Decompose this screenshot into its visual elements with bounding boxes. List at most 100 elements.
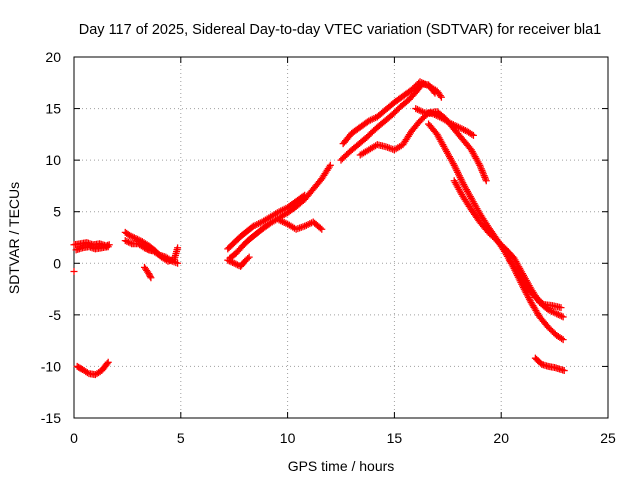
data-point-trail: [482, 225, 490, 233]
axis-ticks: 0 5 10 15 20 25 -15 -10 -5 0 5 10 15 20: [41, 49, 616, 446]
data-point-trail: [534, 310, 542, 318]
data-point-trail: [82, 368, 90, 376]
series-12: [337, 80, 439, 164]
y-tick-label: 5: [53, 204, 61, 220]
data-point-trail: [123, 237, 131, 245]
data-point-trail: [377, 120, 385, 128]
data-point-trail: [325, 163, 333, 171]
x-axis-label: GPS time / hours: [288, 458, 395, 474]
data-point-trail: [232, 260, 240, 268]
data-point-trail: [289, 199, 297, 207]
data-point-trail: [558, 335, 566, 343]
y-tick-label: 0: [53, 255, 61, 271]
series-3: [70, 268, 78, 276]
data-point-trail: [380, 142, 388, 150]
x-tick-label: 0: [70, 430, 78, 446]
y-tick-label: -10: [41, 358, 61, 374]
data-point-trail: [315, 178, 323, 186]
data-point-trail: [244, 254, 252, 262]
data-point-trail: [129, 233, 137, 241]
data-point-trail: [465, 202, 473, 210]
data-point-trail: [345, 132, 353, 140]
data-point-trail: [146, 272, 154, 280]
data-point-trail: [537, 298, 545, 306]
x-tick-label: 20: [493, 430, 509, 446]
data-point-trail: [362, 119, 370, 127]
data-point-trail: [543, 362, 551, 370]
data-point-trail: [247, 224, 255, 232]
data-point-trail: [542, 320, 550, 328]
data-point: [70, 268, 78, 276]
data-point-trail: [385, 113, 393, 121]
x-tick-label: 10: [280, 430, 296, 446]
data-point-trail: [130, 234, 138, 242]
y-tick-label: -5: [49, 307, 62, 323]
data-point-trail: [83, 369, 91, 377]
data-point-trail: [396, 94, 404, 102]
grid: [74, 57, 608, 418]
x-tick-label: 15: [387, 430, 403, 446]
data-point-trail: [242, 256, 250, 264]
series-15: [412, 105, 477, 139]
data-point-trail: [436, 92, 444, 100]
data-point-trail: [405, 88, 413, 96]
data-points: [70, 78, 568, 379]
data-point-trail: [468, 130, 476, 138]
data-point-trail: [556, 311, 564, 319]
y-axis-label: SDTVAR / TECUs: [6, 182, 22, 294]
plot-frame: [73, 56, 609, 419]
data-point-trail: [465, 143, 473, 151]
data-point-trail: [466, 129, 474, 137]
series-2: [72, 243, 112, 254]
data-point: [559, 313, 567, 321]
data-point-trail: [521, 280, 529, 288]
data-point-trail: [95, 369, 103, 377]
data-point-trail: [343, 151, 351, 159]
data-point-trail: [123, 229, 131, 237]
series-13: [339, 78, 445, 148]
data-point-trail: [173, 246, 181, 254]
data-point-trail: [529, 290, 537, 298]
data-point-trail: [413, 81, 421, 89]
data-point-trail: [316, 224, 324, 232]
y-tick-label: 20: [45, 49, 61, 65]
data-point-trail: [264, 221, 272, 229]
data-point-trail: [90, 370, 98, 378]
x-tick-label: 25: [600, 430, 616, 446]
y-tick-label: -15: [41, 410, 61, 426]
data-point-trail: [538, 299, 546, 307]
data-point-trail: [499, 242, 507, 250]
series-17: [450, 177, 567, 321]
data-point-trail: [236, 245, 244, 253]
data-point: [230, 259, 238, 267]
series-9: [224, 191, 309, 253]
data-point-trail: [555, 303, 563, 311]
data-point-trail: [368, 128, 376, 136]
series-11: [275, 216, 326, 233]
data-point-trail: [299, 223, 307, 231]
data-point-trail: [403, 98, 411, 106]
data-point-trail: [145, 271, 153, 279]
data-point-trail: [255, 227, 263, 235]
data-point-trail: [299, 192, 307, 200]
data-point-trail: [456, 133, 464, 141]
data-point-trail: [234, 235, 242, 243]
data-point-trail: [474, 215, 482, 223]
y-tick-label: 15: [45, 101, 61, 117]
data-point: [121, 237, 129, 245]
data-point-trail: [558, 312, 566, 320]
data-point-trail: [160, 253, 168, 261]
data-point-trail: [554, 311, 562, 319]
data-point-trail: [351, 143, 359, 151]
data-point-trail: [127, 232, 135, 240]
data-point-trail: [154, 250, 162, 258]
data-point-trail: [388, 101, 396, 109]
data-point-trail: [230, 251, 238, 259]
data-point-trail: [77, 244, 85, 252]
chart-title: Day 117 of 2025, Sidereal Day-to-day VTE…: [79, 22, 602, 38]
data-point-trail: [249, 232, 257, 240]
data-point-trail: [307, 188, 315, 196]
data-point-trail: [405, 131, 413, 139]
series-10: [224, 253, 253, 270]
data-point-trail: [148, 247, 156, 255]
